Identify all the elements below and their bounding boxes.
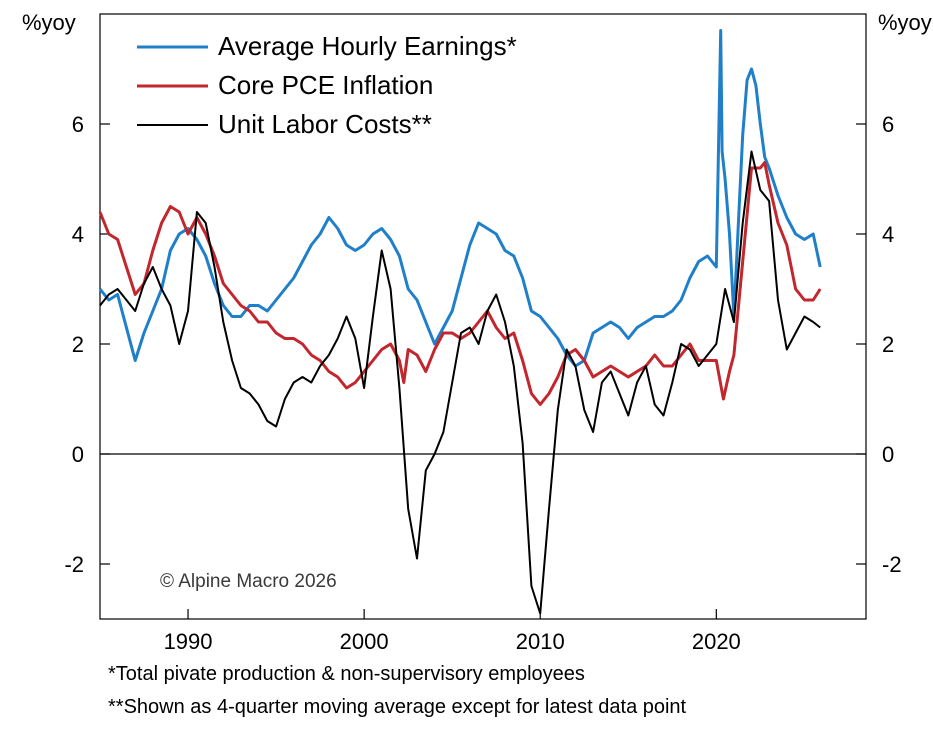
- y-tick-label-right: 0: [882, 442, 894, 467]
- y-tick-label-right: 2: [882, 332, 894, 357]
- left-axis-unit: %yoy: [22, 10, 76, 35]
- x-tick-label: 2000: [340, 629, 389, 654]
- y-tick-label-right: 4: [882, 222, 894, 247]
- y-tick-label-left: 4: [72, 222, 84, 247]
- y-tick-label-left: 0: [72, 442, 84, 467]
- y-tick-label-left: 2: [72, 332, 84, 357]
- right-axis-unit: %yoy: [878, 10, 932, 35]
- plot-frame: [99, 13, 867, 620]
- y-tick-label-left: 6: [72, 112, 84, 137]
- x-tick-label: 2010: [516, 629, 565, 654]
- series-line-unit-labor-costs: [99, 150, 821, 615]
- footnote-1: *Total pivate production & non-superviso…: [108, 663, 585, 685]
- legend: Average Hourly Earnings* Core PCE Inflat…: [137, 31, 517, 139]
- series-line-average-hourly-earnings: [98, 29, 822, 368]
- legend-label-core-pce: Core PCE Inflation: [218, 70, 433, 100]
- footnote-2: **Shown as 4-quarter moving average exce…: [108, 696, 687, 718]
- line-chart: 1990 2000 2010 2020 -2 -20 02 24 46 6 %yoy %yoy …: [22, 10, 932, 654]
- y-tick-label-right: 6: [882, 112, 894, 137]
- watermark: © Alpine Macro 2026: [160, 571, 337, 592]
- legend-label-earnings: Average Hourly Earnings*: [218, 31, 517, 61]
- y-tick-label-right: -2: [882, 552, 902, 577]
- x-tick-label: 1990: [164, 629, 213, 654]
- series-line-core-pce: [98, 161, 822, 406]
- legend-label-unit-labor: Unit Labor Costs**: [218, 109, 432, 139]
- y-tick-label-left: -2: [64, 552, 84, 577]
- x-tick-label: 2020: [692, 629, 741, 654]
